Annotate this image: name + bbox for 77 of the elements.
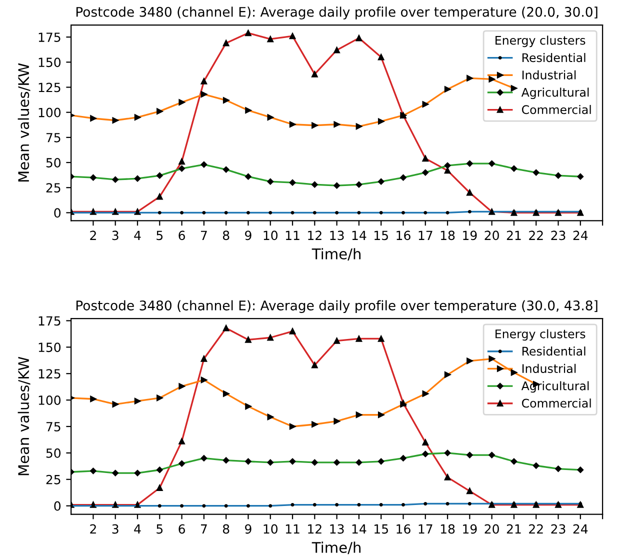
- y-axis-title: Mean values/KW: [18, 63, 30, 182]
- legend-label: Residential: [522, 52, 586, 62]
- x-tick-label: 9: [245, 524, 252, 534]
- x-tick-label: 6: [178, 230, 185, 240]
- x-tick-label: 19: [463, 524, 477, 534]
- x-tick-label: 23: [551, 524, 566, 534]
- x-tick-label: 7: [200, 524, 207, 534]
- x-tick-label: 8: [222, 524, 230, 534]
- x-tick-label: 16: [396, 230, 410, 240]
- x-tick-label: 14: [352, 230, 366, 240]
- y-tick-label: 75: [46, 422, 60, 432]
- x-tick-label: 10: [264, 230, 278, 240]
- x-tick-label: 12: [308, 524, 322, 534]
- x-tick-label: 12: [308, 230, 322, 240]
- x-tick-label: 9: [245, 230, 252, 240]
- x-tick-label: 18: [440, 230, 455, 240]
- x-tick-label: 18: [440, 524, 455, 534]
- x-tick-label: 17: [418, 524, 432, 534]
- y-tick-label: 175: [38, 32, 60, 42]
- x-tick-label: 11: [286, 230, 300, 240]
- x-tick-label: 2: [90, 230, 96, 240]
- y-axis-title: Mean values/KW: [18, 356, 30, 476]
- x-tick-label: 24: [573, 524, 588, 534]
- x-tick-label: 4: [134, 230, 141, 240]
- y-tick-label: 150: [38, 58, 61, 68]
- x-tick-label: 22: [529, 524, 543, 534]
- chart-title: Postcode 3480 (channel E): Average daily profile over temperature (30.0, 43.8]: [76, 300, 598, 313]
- legend-label: Residential: [522, 346, 586, 356]
- y-tick-label: 0: [54, 501, 61, 511]
- x-tick-label: 7: [200, 230, 207, 240]
- x-tick-label: 21: [506, 230, 521, 240]
- y-tick-label: 50: [46, 448, 61, 458]
- y-tick-label: 25: [46, 183, 60, 193]
- y-tick-label: 25: [46, 474, 60, 484]
- x-axis-title: Time/h: [312, 542, 360, 554]
- y-tick-label: 100: [38, 108, 61, 118]
- x-tick-label: 20: [484, 230, 499, 240]
- legend-label: Commercial: [522, 398, 591, 408]
- x-tick-label: 20: [484, 524, 499, 534]
- x-tick-label: 4: [134, 524, 141, 534]
- x-tick-label: 10: [264, 524, 278, 534]
- legend-label: Commercial: [522, 104, 591, 114]
- x-tick-label: 19: [463, 230, 477, 240]
- chart-title: Postcode 3480 (channel E): Average daily profile over temperature (20.0, 30.0]: [76, 6, 598, 20]
- x-tick-label: 5: [156, 524, 163, 534]
- x-tick-label: 17: [418, 230, 432, 240]
- x-tick-label: 6: [178, 524, 185, 534]
- y-tick-label: 75: [46, 133, 60, 142]
- x-tick-label: 23: [551, 230, 566, 240]
- legend-title: Energy clusters: [496, 329, 586, 341]
- x-tick-label: 21: [506, 524, 521, 534]
- x-tick-label: 13: [330, 230, 344, 240]
- legend-title: Energy clusters: [496, 36, 586, 48]
- x-tick-label: 24: [573, 230, 588, 240]
- legend-label: Agricultural: [521, 88, 589, 100]
- x-axis-title: Time/h: [312, 248, 360, 261]
- x-tick-label: 22: [529, 230, 543, 240]
- y-tick-label: 125: [38, 82, 60, 92]
- y-tick-label: 50: [46, 158, 61, 168]
- x-tick-label: 11: [286, 524, 300, 534]
- x-tick-label: 15: [374, 524, 388, 534]
- x-tick-label: 3: [112, 230, 118, 240]
- x-tick-label: 2: [90, 524, 96, 534]
- x-tick-label: 15: [374, 230, 388, 240]
- x-tick-label: 14: [352, 524, 366, 534]
- x-tick-label: 13: [330, 524, 344, 534]
- y-tick-label: 150: [38, 342, 61, 352]
- y-tick-label: 175: [38, 316, 60, 326]
- x-tick-label: 8: [222, 230, 230, 240]
- legend-label: Industrial: [522, 364, 576, 374]
- y-tick-label: 0: [54, 208, 61, 218]
- x-tick-label: 16: [396, 524, 410, 534]
- x-tick-label: 5: [156, 230, 163, 240]
- x-tick-label: 3: [112, 524, 118, 534]
- legend-label: Industrial: [522, 70, 576, 80]
- y-tick-label: 125: [38, 369, 60, 379]
- y-tick-label: 100: [38, 396, 61, 405]
